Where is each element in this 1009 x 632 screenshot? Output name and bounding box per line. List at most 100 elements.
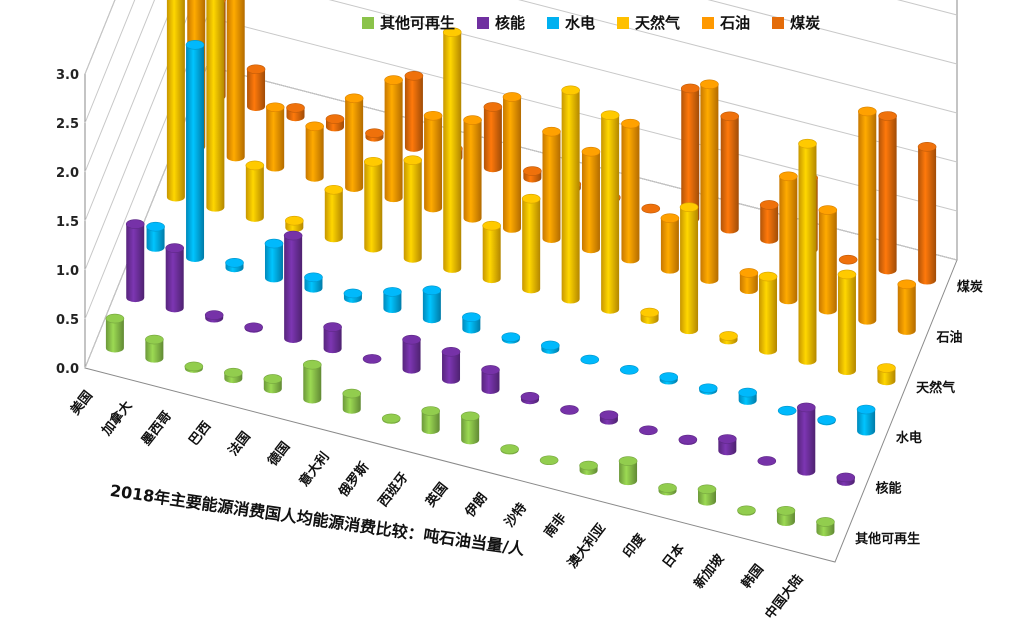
bar — [777, 405, 797, 416]
bar-top — [561, 85, 580, 96]
legend-item: 天然气 — [617, 12, 680, 33]
bar — [362, 354, 382, 364]
bar-top — [302, 359, 322, 370]
bar — [325, 114, 345, 132]
bar-top — [185, 40, 205, 50]
bar-top — [500, 444, 519, 454]
bar — [184, 361, 204, 373]
bar-top — [264, 238, 284, 249]
bar-body — [483, 106, 502, 173]
bar-top — [816, 517, 835, 527]
bar-body — [700, 84, 719, 284]
bar — [323, 322, 342, 354]
bar-body — [482, 225, 501, 284]
bar-top — [560, 405, 579, 415]
bar-body — [760, 204, 779, 244]
bar — [639, 425, 658, 436]
bar-top — [146, 221, 165, 232]
bar — [619, 364, 639, 375]
bar-top — [244, 322, 263, 333]
country-label: 西班牙 — [375, 469, 412, 510]
bar-top — [423, 110, 443, 121]
bar-top — [165, 243, 185, 253]
bar-top — [757, 456, 777, 466]
y-tick-label: 1.0 — [56, 264, 79, 279]
country-label: 中国大陆 — [762, 572, 807, 623]
bar-top — [441, 347, 461, 357]
legend-swatch — [617, 16, 630, 29]
bar — [779, 171, 798, 305]
bar-body — [857, 409, 876, 436]
bar — [500, 444, 519, 455]
series-axis-labels: 其他可再生 核能 水电 天然气 石油 煤炭 — [855, 279, 983, 547]
country-label: 韩国 — [738, 561, 767, 591]
country-label: 南非 — [541, 510, 570, 540]
bar-body — [797, 407, 816, 476]
bar-top — [263, 374, 283, 384]
bar-top — [798, 138, 817, 149]
bar-body — [897, 284, 916, 335]
bar — [560, 405, 579, 415]
bar-top — [384, 75, 403, 85]
bar-body — [146, 226, 165, 252]
country-label: 澳大利亚 — [564, 520, 609, 571]
bar — [878, 111, 897, 275]
bar — [720, 111, 740, 234]
bar — [460, 411, 480, 445]
bar-top — [579, 460, 598, 471]
bar-body — [303, 364, 322, 404]
bar — [659, 372, 679, 385]
bar-body — [145, 339, 164, 363]
bar — [283, 230, 303, 343]
bar-top — [700, 79, 719, 90]
bar — [165, 243, 185, 313]
bar-body — [166, 0, 185, 202]
bar — [521, 193, 541, 294]
bar-body — [601, 115, 620, 314]
bar — [383, 287, 402, 314]
bar — [718, 434, 737, 456]
country-label: 沙特 — [501, 500, 530, 530]
bar — [185, 40, 205, 262]
bar-body — [818, 210, 837, 315]
bar-top — [618, 456, 638, 466]
bar-top — [381, 413, 401, 424]
country-label: 法国 — [225, 429, 254, 459]
bar — [245, 160, 265, 222]
bar-body — [165, 248, 184, 313]
legend-label: 石油 — [720, 14, 751, 32]
bar — [442, 27, 462, 273]
bar — [384, 75, 403, 203]
bar — [776, 505, 796, 527]
bar-top — [737, 505, 756, 516]
bar — [759, 200, 779, 244]
bar-top — [738, 387, 757, 398]
bar-body — [403, 160, 422, 263]
bar-top — [817, 415, 836, 425]
series-axis-label: 石油 — [936, 330, 963, 346]
bar-top — [856, 404, 876, 415]
bar-top — [324, 184, 344, 195]
country-label: 墨西哥 — [138, 408, 175, 449]
bar — [463, 115, 482, 223]
bar — [344, 93, 364, 192]
bar-body — [345, 98, 364, 192]
y-tick-label: 2.0 — [56, 166, 79, 181]
bar-body — [443, 32, 462, 273]
bar — [305, 121, 324, 182]
bar-top — [225, 257, 244, 268]
bar-top — [641, 203, 661, 214]
bar-top — [678, 434, 698, 445]
bar — [917, 141, 937, 285]
y-tick-label: 2.5 — [56, 117, 79, 132]
bar-top — [325, 114, 345, 124]
bar-top — [599, 410, 619, 421]
bar-top — [304, 272, 323, 283]
bar — [265, 102, 285, 172]
bar-top — [224, 367, 243, 378]
country-label: 巴西 — [186, 419, 214, 449]
bar-top — [245, 160, 265, 171]
bar-top — [421, 406, 440, 416]
